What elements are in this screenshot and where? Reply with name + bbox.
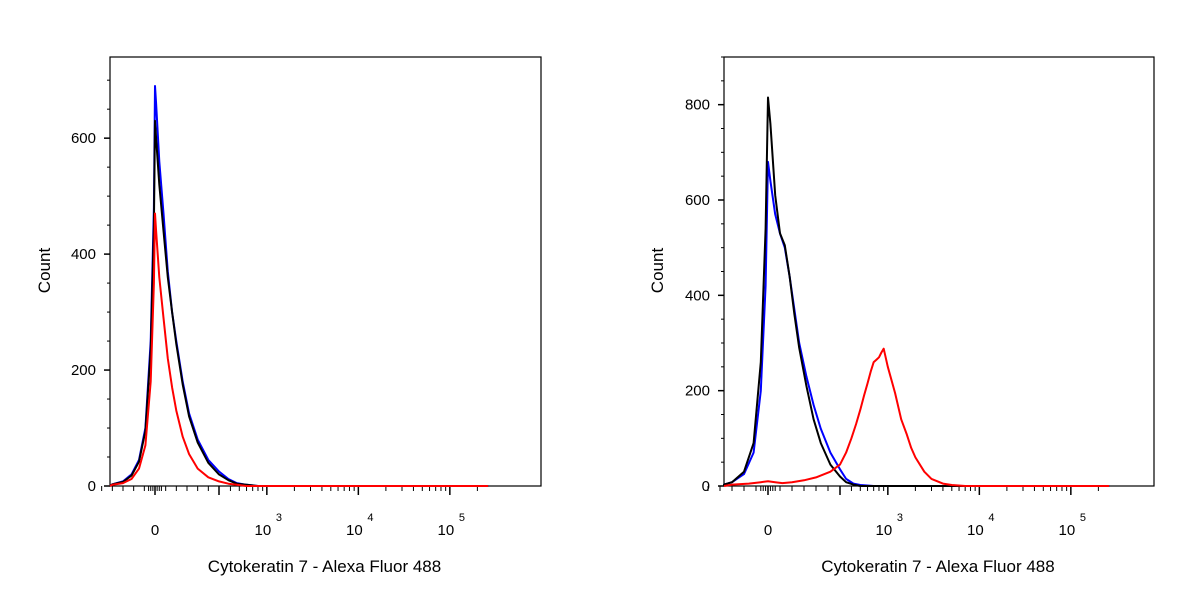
x-tick-exponent: 5 xyxy=(1080,512,1086,524)
x-tick-exponent: 3 xyxy=(897,512,903,524)
series-line-1 xyxy=(723,160,1110,487)
series-line-3 xyxy=(723,347,1110,487)
x-tick-exponent: 3 xyxy=(276,512,282,524)
y-tick-label: 0 xyxy=(702,478,710,495)
x-axis-title: Cytokeratin 7 - Alexa Fluor 488 xyxy=(821,557,1054,576)
y-tick-label: 400 xyxy=(685,287,710,304)
y-tick-label: 400 xyxy=(71,246,96,263)
y-tick-label: 200 xyxy=(71,362,96,379)
y-tick-label: 600 xyxy=(685,192,710,209)
y-tick-label: 600 xyxy=(71,130,96,147)
x-tick-label: 10 xyxy=(254,522,271,539)
series-line-2 xyxy=(723,96,1110,487)
series-line-2 xyxy=(109,119,489,487)
y-tick-label: 0 xyxy=(88,478,96,495)
series-line-1 xyxy=(109,85,489,487)
x-tick-label: 10 xyxy=(967,522,984,539)
x-tick-exponent: 4 xyxy=(367,512,373,524)
chart-panel-1: 0 200 400 600 0 10 3 10 4 10 5 Cytokeratin 7 - Alex… xyxy=(35,56,542,576)
y-tick-label: 800 xyxy=(685,97,710,114)
plot-frame xyxy=(109,56,542,487)
x-tick-label: 10 xyxy=(437,522,454,539)
x-tick-label: 0 xyxy=(764,522,772,539)
x-tick-exponent: 5 xyxy=(459,512,465,524)
x-tick-label: 10 xyxy=(346,522,363,539)
x-axis-title: Cytokeratin 7 - Alexa Fluor 488 xyxy=(208,557,441,576)
series-line-3 xyxy=(109,212,489,487)
x-tick-label: 10 xyxy=(1058,522,1075,539)
chart-panel-2: 0 200 400 600 800 0 10 3 10 4 10 5 Cytokeratin 7 - A… xyxy=(648,56,1155,576)
y-axis-title: Count xyxy=(35,248,54,294)
x-tick-label: 10 xyxy=(875,522,892,539)
y-axis-title: Count xyxy=(648,248,667,294)
x-tick-label: 0 xyxy=(151,522,159,539)
x-tick-exponent: 4 xyxy=(988,512,994,524)
y-tick-label: 200 xyxy=(685,383,710,400)
